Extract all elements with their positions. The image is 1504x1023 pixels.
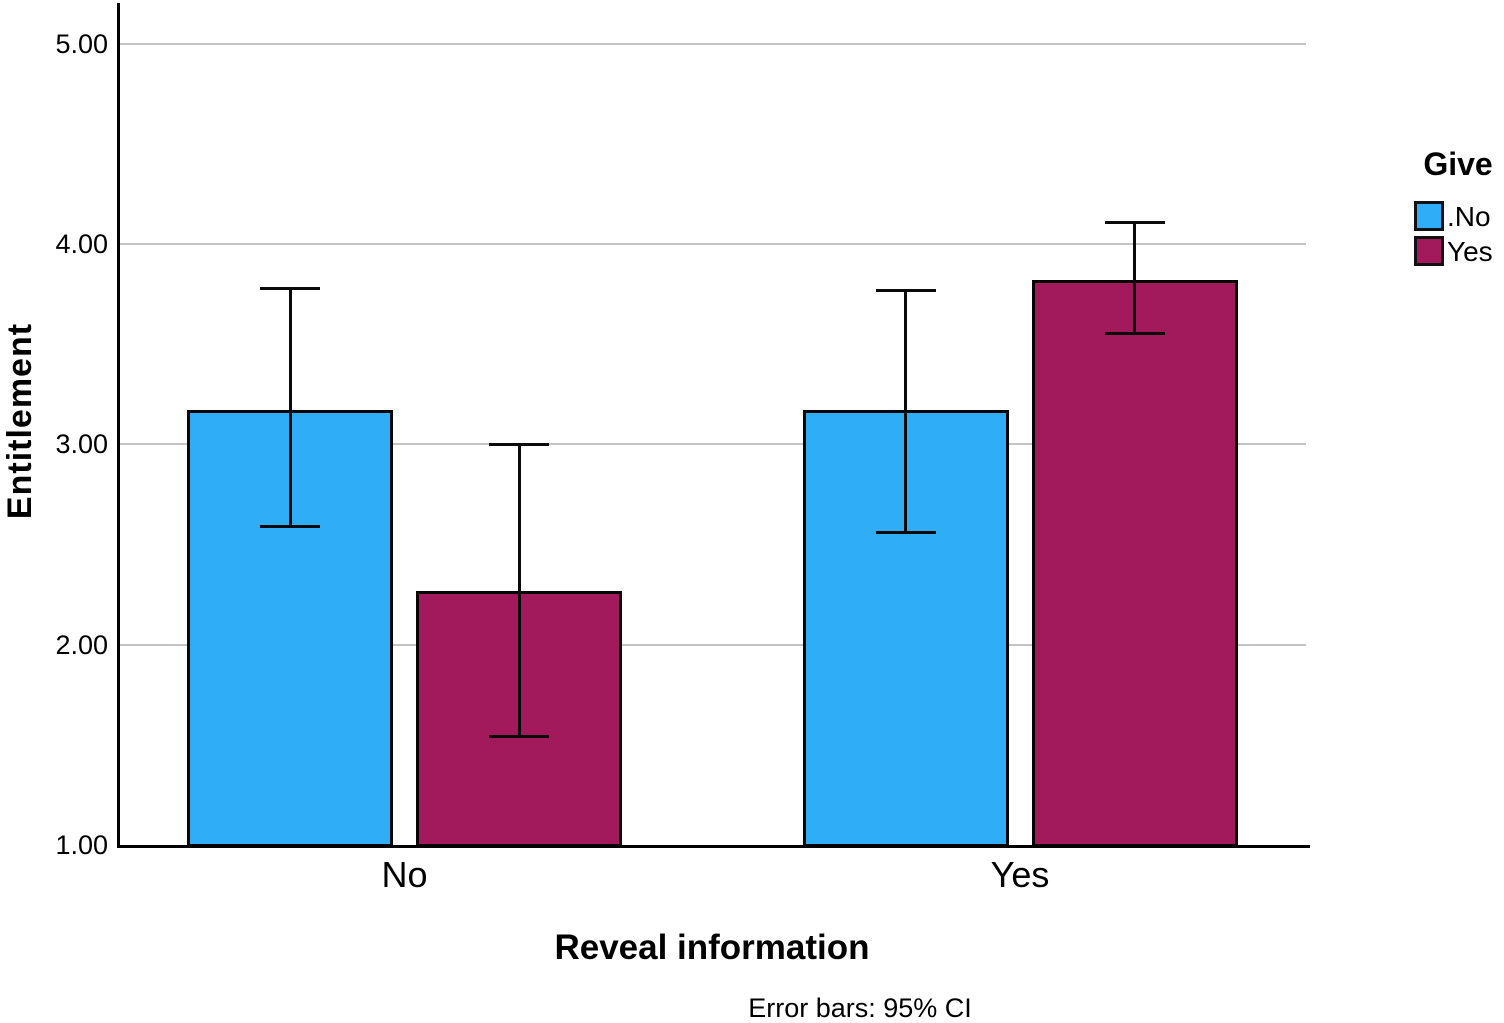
error-bar-line	[517, 444, 521, 737]
y-tick-label: 1.00	[55, 830, 108, 860]
legend-title: Give	[1423, 146, 1493, 182]
legend-item-label: Yes	[1447, 236, 1493, 267]
y-axis-title: Entitlement	[1, 322, 39, 520]
legend-swatch-yes	[1414, 236, 1444, 266]
error-bar-cap-bottom	[260, 524, 320, 528]
error-bar-cap-bottom	[489, 734, 549, 738]
y-tick-label: 3.00	[55, 429, 108, 460]
error-bar-line	[288, 288, 292, 527]
error-bar-footnote: Error bars: 95% CI	[748, 993, 972, 1023]
x-category-label: Yes	[990, 854, 1050, 895]
error-bar-cap-top	[489, 443, 549, 447]
x-category-label: No	[381, 854, 428, 895]
y-tick-label: 5.00	[55, 28, 108, 59]
y-tick-label: 2.00	[55, 629, 108, 660]
y-tick-label: 4.00	[55, 229, 108, 260]
gridline	[117, 42, 1306, 45]
error-bar-line	[904, 290, 907, 533]
error-bar-cap-top	[875, 289, 936, 293]
x-axis-title: Reveal information	[554, 928, 870, 967]
error-bar-cap-bottom	[1104, 332, 1165, 336]
error-bar-cap-top	[260, 287, 320, 291]
y-axis-line	[117, 3, 120, 848]
gridline	[117, 643, 1306, 646]
gridline	[117, 443, 1306, 446]
legend-swatch-no	[1414, 201, 1444, 231]
x-axis-line	[117, 845, 1310, 848]
error-bar-cap-top	[1104, 221, 1165, 225]
error-bar-cap-bottom	[875, 530, 936, 534]
bar-yes-yes	[1031, 280, 1238, 847]
gridline	[117, 243, 1306, 246]
legend-item-label: .No	[1447, 201, 1491, 232]
error-bar-line	[1133, 222, 1136, 335]
